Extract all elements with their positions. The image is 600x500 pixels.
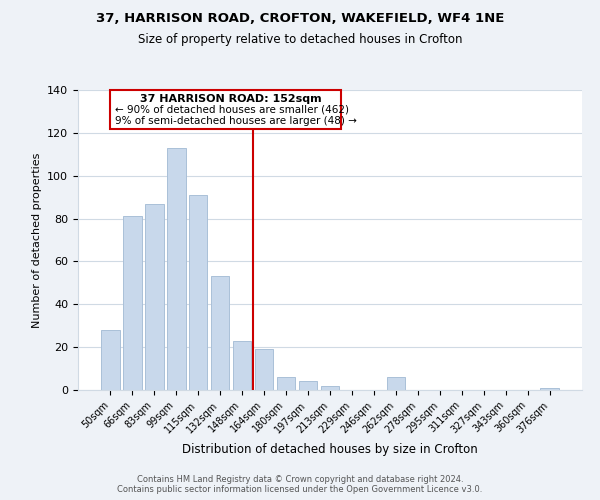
- X-axis label: Distribution of detached houses by size in Crofton: Distribution of detached houses by size …: [182, 443, 478, 456]
- Text: ← 90% of detached houses are smaller (462): ← 90% of detached houses are smaller (46…: [115, 105, 349, 115]
- Text: Contains public sector information licensed under the Open Government Licence v3: Contains public sector information licen…: [118, 485, 482, 494]
- Bar: [277, 377, 295, 390]
- Bar: [189, 195, 208, 390]
- Bar: [320, 386, 340, 390]
- Bar: [541, 388, 559, 390]
- Bar: [233, 340, 251, 390]
- Bar: [145, 204, 164, 390]
- Text: 37, HARRISON ROAD, CROFTON, WAKEFIELD, WF4 1NE: 37, HARRISON ROAD, CROFTON, WAKEFIELD, W…: [96, 12, 504, 26]
- Bar: [167, 148, 185, 390]
- Bar: [110, 90, 341, 128]
- Bar: [211, 276, 229, 390]
- Bar: [123, 216, 142, 390]
- Text: Size of property relative to detached houses in Crofton: Size of property relative to detached ho…: [138, 32, 462, 46]
- Text: 9% of semi-detached houses are larger (48) →: 9% of semi-detached houses are larger (4…: [115, 116, 356, 126]
- Text: Contains HM Land Registry data © Crown copyright and database right 2024.: Contains HM Land Registry data © Crown c…: [137, 475, 463, 484]
- Bar: [299, 382, 317, 390]
- Text: 37 HARRISON ROAD: 152sqm: 37 HARRISON ROAD: 152sqm: [140, 94, 322, 104]
- Bar: [101, 330, 119, 390]
- Bar: [386, 377, 405, 390]
- Y-axis label: Number of detached properties: Number of detached properties: [32, 152, 41, 328]
- Bar: [255, 350, 274, 390]
